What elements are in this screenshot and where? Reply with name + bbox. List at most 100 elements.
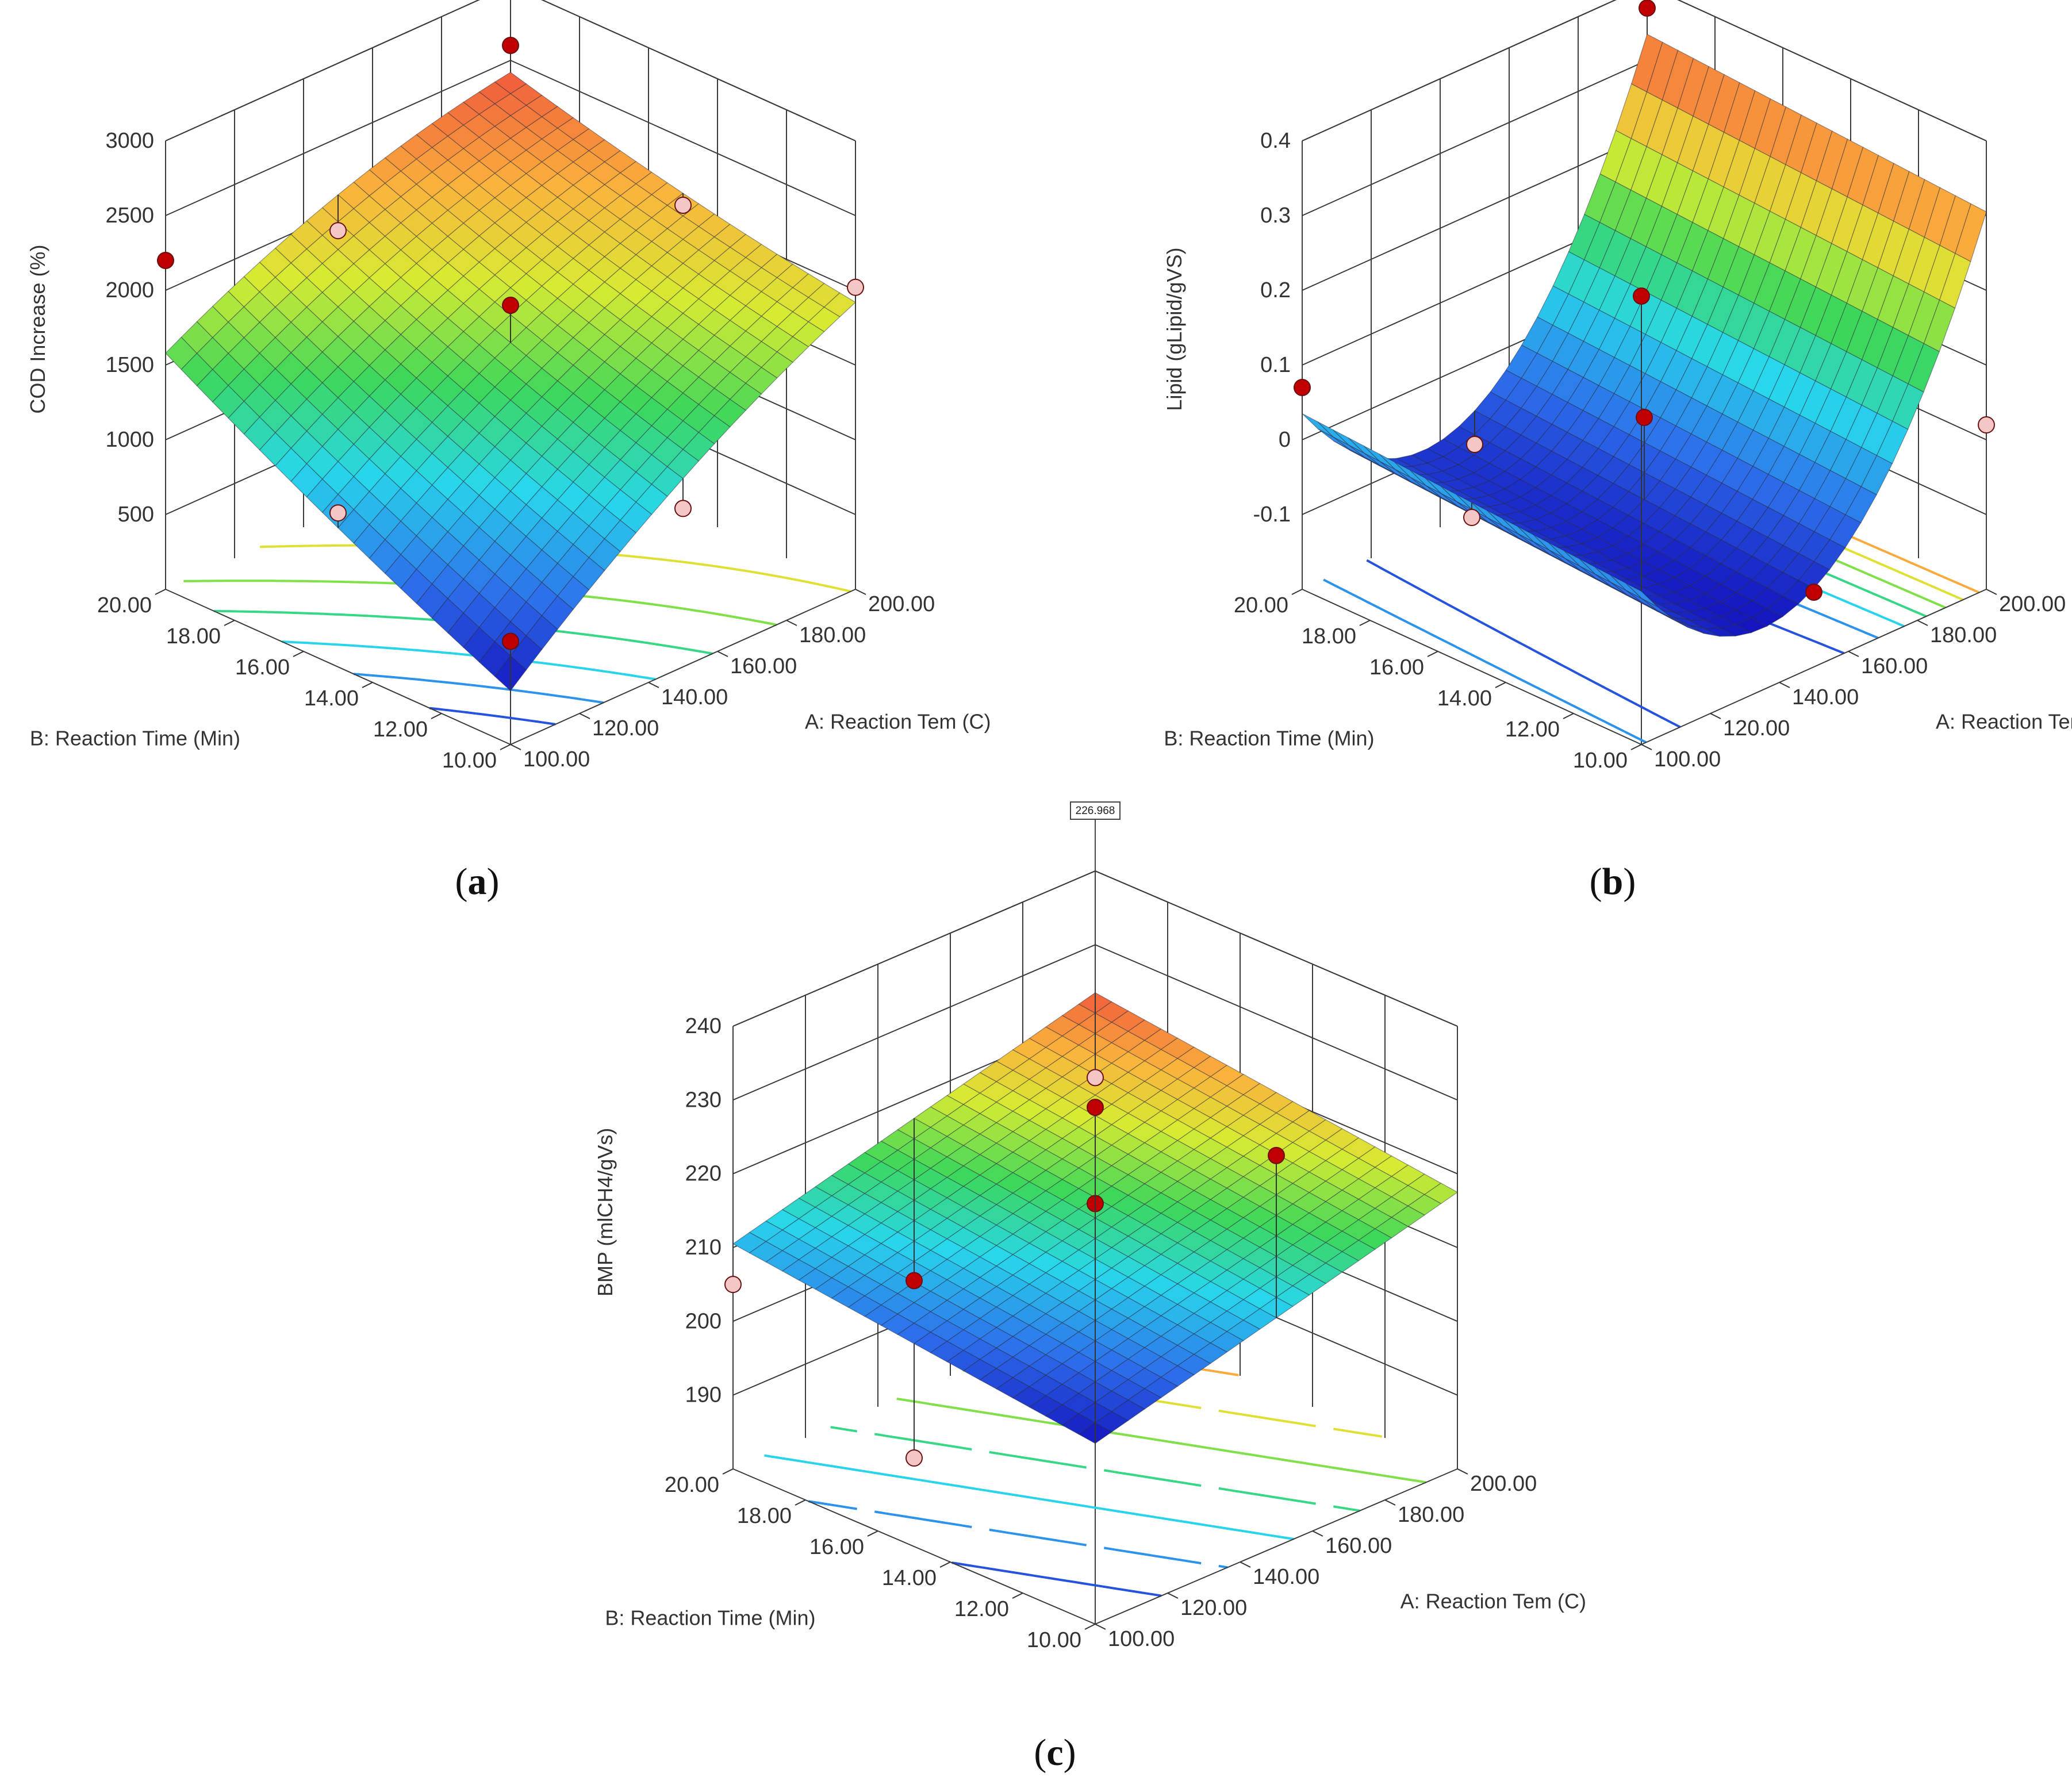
surface-cell	[1379, 454, 1411, 478]
design-point	[1463, 509, 1480, 526]
y-axis-label: B: Reaction Time (Min)	[30, 727, 240, 750]
surface-cell	[1425, 485, 1457, 506]
design-point	[329, 222, 347, 240]
design-point	[1636, 409, 1653, 426]
surface-cell	[1061, 1249, 1096, 1271]
y-tick-label: 18.00	[166, 624, 221, 649]
surface-cell	[1193, 1322, 1228, 1344]
y-tick-label: 14.00	[1437, 686, 1492, 711]
z-tick-label: 0.4	[1260, 129, 1291, 153]
surface-cell	[995, 1275, 1030, 1296]
y-tick-label: 12.00	[954, 1597, 1009, 1621]
x-tick-mark	[1986, 589, 1997, 595]
y-tick-label: 20.00	[97, 593, 152, 617]
surface-cell	[1391, 1205, 1425, 1227]
surface-cell	[1325, 1128, 1360, 1150]
x-tick-label: 120.00	[1180, 1596, 1247, 1620]
surface-cell	[1939, 195, 1971, 254]
surface-cell	[228, 401, 260, 435]
surface-cell	[1770, 106, 1802, 166]
surface-cell	[1094, 1390, 1129, 1412]
surface-cell	[1549, 554, 1581, 571]
y-axis-label: B: Reaction Time (Min)	[1164, 727, 1374, 750]
caption-a: (a)	[455, 861, 500, 903]
surface-cell	[1045, 1199, 1080, 1221]
surface-cell	[995, 1192, 1030, 1214]
surface-cell	[1193, 1199, 1228, 1221]
y-tick-mark	[500, 744, 511, 750]
surface-cell	[1176, 1087, 1211, 1110]
surface-cell	[1029, 1313, 1063, 1335]
surface-cell	[1662, 108, 1694, 164]
z-tick-label: 240	[685, 1014, 722, 1038]
surface-cell	[1193, 1179, 1228, 1200]
surface-cell	[1706, 374, 1739, 415]
surface-cell	[1862, 155, 1894, 214]
z-tick-label: 200	[685, 1309, 722, 1333]
max-callout-box	[1070, 801, 1121, 820]
design-point	[905, 1272, 923, 1290]
design-point	[1087, 1099, 1104, 1116]
z-tick-label: 1500	[105, 353, 154, 377]
y-tick-mark	[431, 713, 442, 719]
surface-cell	[1739, 148, 1771, 204]
surface-cell	[573, 525, 605, 558]
z-tick-label: 500	[118, 502, 154, 527]
surface-cell	[1317, 421, 1349, 446]
surface-cell	[259, 432, 292, 467]
x-tick-mark	[510, 744, 521, 750]
surface-cell	[212, 290, 245, 323]
x-tick-mark	[579, 713, 590, 719]
surface-cell	[1127, 1347, 1162, 1369]
surface-cell	[557, 481, 590, 514]
surface-cell	[1242, 1185, 1277, 1207]
surface-cell	[573, 464, 605, 496]
y-tick-mark	[155, 589, 166, 595]
surface-cell	[1630, 246, 1662, 293]
surface-cell	[1176, 1046, 1211, 1068]
surface-cell	[1292, 1212, 1327, 1234]
surface-cell	[1440, 486, 1472, 510]
axis-a-line	[510, 589, 856, 745]
surface-cell	[1767, 571, 1799, 597]
surface-cell	[1391, 1164, 1425, 1186]
surface-cell	[814, 1257, 849, 1279]
surface-cell	[1309, 1263, 1343, 1284]
surface-cell	[1309, 1242, 1343, 1264]
z-tick-label: 220	[685, 1162, 722, 1186]
surface-cell	[1259, 1092, 1294, 1114]
y-tick-label: 20.00	[665, 1473, 719, 1497]
surface-cell	[946, 1247, 981, 1269]
surface-cell	[1862, 267, 1894, 320]
surface-cell	[962, 1215, 997, 1237]
caption-b: (b)	[1590, 861, 1636, 903]
axis-a-line	[1095, 1468, 1458, 1625]
surface-cell	[1325, 1149, 1360, 1171]
contour-line	[354, 673, 604, 704]
z-tick-label: 0.1	[1260, 353, 1291, 377]
z-tick-label: 1000	[105, 428, 154, 452]
surface-cell	[1242, 1103, 1277, 1125]
y-tick-mark	[1495, 682, 1506, 688]
surface-cell	[384, 554, 417, 589]
surface-cell	[1599, 129, 1632, 183]
x-tick-label: 180.00	[799, 623, 866, 647]
y-tick-label: 14.00	[304, 686, 359, 711]
x-tick-label: 200.00	[1470, 1472, 1537, 1496]
surface-cell	[510, 300, 543, 328]
panel-c-tick-labels: 190 200 210 220 230 240 100.00120.00140.00160.…	[593, 801, 1586, 1652]
axis-b-line	[165, 589, 511, 745]
surface-cell	[1348, 444, 1380, 466]
surface-cell	[1723, 140, 1756, 196]
design-point	[502, 297, 519, 314]
surface-cell	[1564, 550, 1596, 575]
surface-cell	[1769, 218, 1802, 272]
surface-cell	[1259, 1133, 1294, 1154]
panel-b-surface-mesh	[1302, 33, 1987, 637]
surface-cell	[1718, 624, 1752, 637]
y-tick-label: 16.00	[1369, 655, 1424, 680]
surface-cell	[1502, 518, 1534, 543]
surface-cell	[1471, 502, 1503, 527]
surface-cell	[259, 400, 292, 433]
x-tick-mark	[855, 589, 866, 595]
